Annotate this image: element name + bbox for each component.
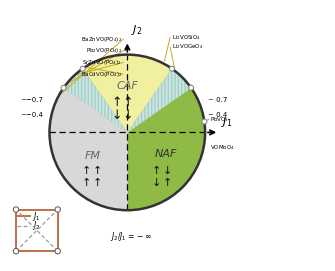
Text: ↓: ↓	[152, 178, 161, 188]
Text: BaZnVO(PO$_4$)$_2$: BaZnVO(PO$_4$)$_2$	[81, 34, 122, 44]
Text: ↑: ↑	[82, 178, 91, 188]
Text: ↑: ↑	[93, 166, 103, 176]
Circle shape	[55, 207, 60, 212]
Text: ↓: ↓	[122, 109, 133, 122]
Text: ↑: ↑	[82, 166, 91, 176]
Text: ↑: ↑	[163, 178, 173, 188]
Circle shape	[13, 207, 19, 212]
Wedge shape	[127, 69, 191, 133]
Text: ~ 0.7: ~ 0.7	[208, 97, 227, 103]
Text: ↑: ↑	[93, 178, 103, 188]
Text: $J_2$: $J_2$	[32, 219, 41, 232]
Text: BaCdVO(PO$_4$)$_2$: BaCdVO(PO$_4$)$_2$	[80, 70, 122, 79]
Circle shape	[202, 119, 207, 124]
Wedge shape	[127, 88, 205, 210]
Text: ↓: ↓	[163, 166, 173, 176]
Text: ↑: ↑	[112, 96, 122, 109]
Text: CAF: CAF	[117, 81, 138, 91]
Text: ~−0.7: ~−0.7	[20, 97, 43, 103]
Circle shape	[189, 85, 194, 90]
Text: Pb$_2$VO(PO$_4$)$_2$: Pb$_2$VO(PO$_4$)$_2$	[85, 46, 122, 55]
Wedge shape	[50, 88, 127, 210]
Text: ~ 0.4: ~ 0.4	[208, 112, 227, 118]
Text: PbVO$_3$: PbVO$_3$	[210, 115, 229, 124]
Text: SrZnVO(PO$_4$)$_2$: SrZnVO(PO$_4$)$_2$	[82, 58, 122, 67]
Text: NAF: NAF	[155, 149, 178, 159]
Text: ↑: ↑	[152, 166, 161, 176]
Circle shape	[55, 249, 60, 254]
Text: Li$_2$VOSiO$_4$: Li$_2$VOSiO$_4$	[172, 33, 201, 42]
Circle shape	[61, 85, 66, 90]
Wedge shape	[64, 69, 127, 133]
Text: ↑: ↑	[122, 96, 133, 109]
Text: Li$_2$VOGeO$_4$: Li$_2$VOGeO$_4$	[172, 42, 203, 51]
Circle shape	[80, 66, 85, 71]
Text: $J_2$: $J_2$	[131, 24, 142, 37]
Wedge shape	[64, 55, 191, 133]
Circle shape	[13, 249, 19, 254]
Circle shape	[170, 66, 175, 71]
Text: ↓: ↓	[112, 109, 122, 122]
Text: FM: FM	[85, 151, 101, 161]
Text: VOMoO$_4$: VOMoO$_4$	[210, 144, 234, 152]
Text: $J_1$: $J_1$	[221, 115, 232, 129]
Text: $J_1$: $J_1$	[32, 210, 41, 223]
Text: $\mathit{J_2/J_1=-\infty}$: $\mathit{J_2/J_1=-\infty}$	[110, 230, 152, 243]
Text: ~−0.4: ~−0.4	[20, 112, 43, 118]
